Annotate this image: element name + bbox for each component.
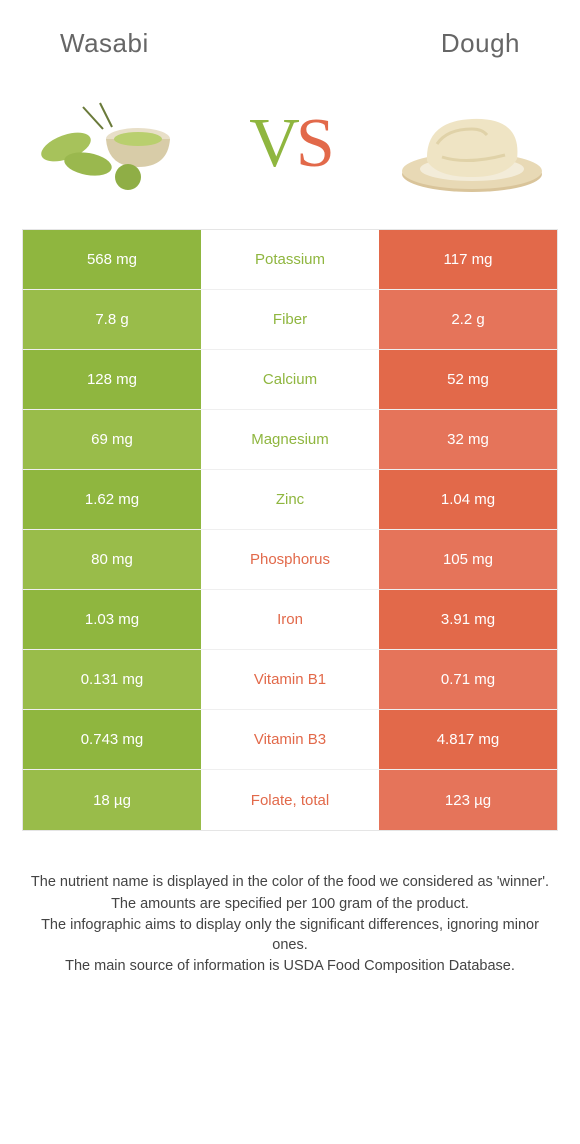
right-value: 105 mg [379, 530, 557, 589]
left-value: 1.62 mg [23, 470, 201, 529]
right-food-title: Dough [441, 28, 520, 59]
right-value: 117 mg [379, 230, 557, 289]
right-value: 32 mg [379, 410, 557, 469]
nutrient-label: Potassium [201, 230, 379, 289]
footnotes: The nutrient name is displayed in the co… [0, 831, 580, 977]
nutrient-table: 568 mgPotassium117 mg7.8 gFiber2.2 g128 … [22, 229, 558, 831]
nutrient-row: 1.62 mgZinc1.04 mg [23, 470, 557, 530]
left-value: 1.03 mg [23, 590, 201, 649]
right-value: 3.91 mg [379, 590, 557, 649]
hero-row: V S [0, 69, 580, 229]
nutrient-row: 18 µgFolate, total123 µg [23, 770, 557, 830]
title-row: Wasabi Dough [0, 0, 580, 69]
wasabi-image [28, 89, 193, 199]
footnote-line: The amounts are specified per 100 gram o… [30, 895, 550, 915]
dough-image [387, 89, 552, 199]
nutrient-label: Fiber [201, 290, 379, 349]
vs-label: V S [249, 104, 331, 184]
nutrient-label: Magnesium [201, 410, 379, 469]
right-value: 0.71 mg [379, 650, 557, 709]
right-value: 52 mg [379, 350, 557, 409]
nutrient-row: 69 mgMagnesium32 mg [23, 410, 557, 470]
left-value: 18 µg [23, 770, 201, 830]
left-value: 80 mg [23, 530, 201, 589]
left-food-title: Wasabi [60, 28, 149, 59]
vs-s: S [296, 104, 331, 184]
nutrient-label: Vitamin B1 [201, 650, 379, 709]
left-value: 7.8 g [23, 290, 201, 349]
nutrient-row: 80 mgPhosphorus105 mg [23, 530, 557, 590]
left-value: 0.131 mg [23, 650, 201, 709]
right-value: 4.817 mg [379, 710, 557, 769]
vs-v: V [249, 104, 296, 184]
footnote-line: The main source of information is USDA F… [30, 957, 550, 977]
footnote-line: The nutrient name is displayed in the co… [30, 873, 550, 893]
left-value: 0.743 mg [23, 710, 201, 769]
nutrient-row: 128 mgCalcium52 mg [23, 350, 557, 410]
right-value: 2.2 g [379, 290, 557, 349]
nutrient-label: Calcium [201, 350, 379, 409]
footnote-line: The infographic aims to display only the… [30, 916, 550, 955]
nutrient-label: Iron [201, 590, 379, 649]
nutrient-row: 7.8 gFiber2.2 g [23, 290, 557, 350]
nutrient-row: 0.131 mgVitamin B10.71 mg [23, 650, 557, 710]
nutrient-row: 0.743 mgVitamin B34.817 mg [23, 710, 557, 770]
left-value: 568 mg [23, 230, 201, 289]
left-value: 69 mg [23, 410, 201, 469]
nutrient-label: Zinc [201, 470, 379, 529]
right-value: 123 µg [379, 770, 557, 830]
nutrient-row: 568 mgPotassium117 mg [23, 230, 557, 290]
left-value: 128 mg [23, 350, 201, 409]
nutrient-row: 1.03 mgIron3.91 mg [23, 590, 557, 650]
nutrient-label: Phosphorus [201, 530, 379, 589]
right-value: 1.04 mg [379, 470, 557, 529]
nutrient-label: Folate, total [201, 770, 379, 830]
nutrient-label: Vitamin B3 [201, 710, 379, 769]
